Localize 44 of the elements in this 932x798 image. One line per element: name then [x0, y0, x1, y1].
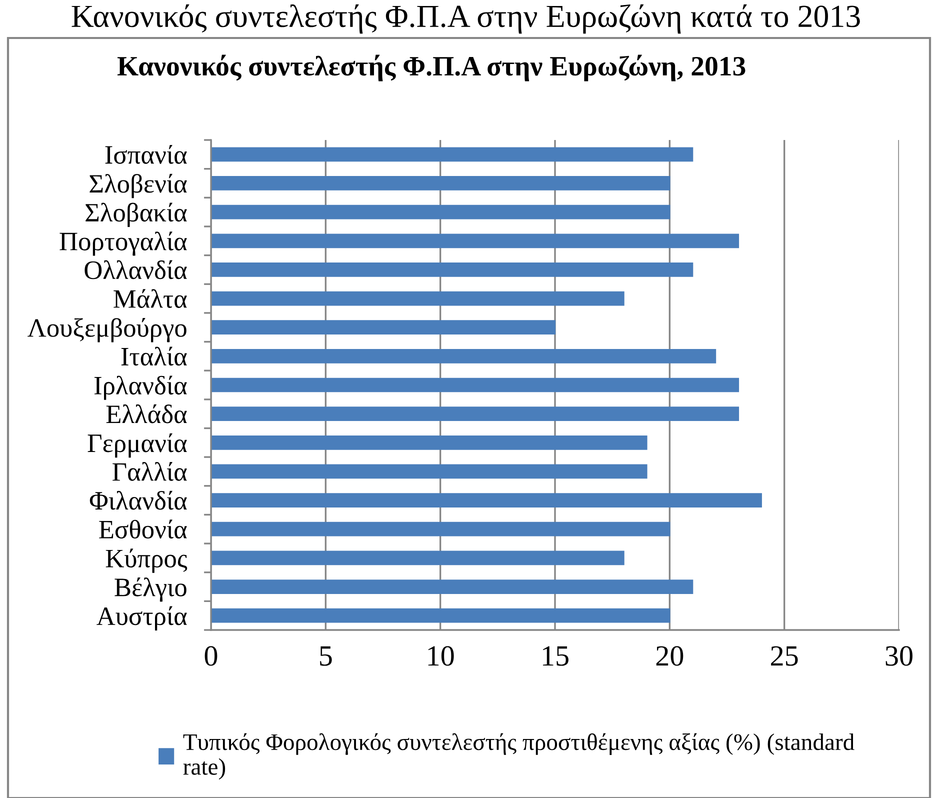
- bar: [211, 348, 716, 364]
- bar: [211, 234, 740, 248]
- bar: [211, 291, 624, 306]
- bar: [211, 550, 624, 566]
- chart-title: Κανονικός συντελεστής Φ.Π.Α στην Ευρωζώνη, 2013: [117, 54, 746, 82]
- bar: [211, 580, 694, 594]
- legend-label: Τυπικός Φορολογικός συντελεστής προστιθέμενης αξίας (%) (standard rate): [183, 733, 854, 780]
- y-tick-label: Ισπανία: [105, 144, 187, 164]
- y-tick-label: Γαλλία: [112, 462, 187, 481]
- x-tick-label: 0: [204, 646, 218, 666]
- bar: [211, 176, 670, 190]
- bar: [211, 493, 762, 508]
- x-tick-label: 10: [428, 646, 454, 666]
- y-tick-label: Ολλανδία: [84, 260, 187, 280]
- y-tick-label: Κύπρος: [106, 548, 188, 573]
- bar: [211, 147, 694, 162]
- x-tick-label: 25: [771, 646, 798, 666]
- y-tick-label: Σλοβενία: [90, 174, 187, 198]
- y-tick-label: Γερμανία: [88, 433, 187, 458]
- bar: [211, 378, 740, 392]
- text: Κανονικός συντελεστής Φ.Π.Α στην Ευρωζώνη κατά το 2013: [72, 4, 860, 34]
- y-tick-label: Μάλτα: [114, 289, 187, 308]
- y-tick-label: Φιλανδία: [90, 490, 187, 510]
- bar: [211, 320, 556, 335]
- x-tick-label: 5: [320, 646, 332, 666]
- y-tick-label: Ιρλανδία: [94, 376, 187, 400]
- y-tick-label: Βέλγιο: [114, 577, 186, 602]
- bar: [211, 204, 670, 220]
- bar: [211, 262, 694, 277]
- bar: [211, 608, 670, 623]
- y-tick-label: Σλοβακία: [86, 202, 187, 227]
- x-tick-label: 15: [542, 646, 568, 666]
- x-tick-label: 30: [886, 646, 912, 666]
- bar: [211, 435, 648, 450]
- x-tick-label: 20: [656, 646, 684, 666]
- y-tick-label: Ιταλία: [121, 346, 187, 366]
- y-tick-label: Αυστρία: [96, 606, 187, 631]
- bar: [211, 464, 648, 479]
- bar: [211, 406, 740, 422]
- y-tick-label: Λουξεμβούργο: [28, 318, 186, 342]
- y-tick-label: Πορτογαλία: [60, 232, 187, 256]
- bar: [211, 522, 670, 536]
- y-tick-label: Εσθονία: [99, 520, 187, 539]
- y-tick-label: Ελλάδα: [106, 404, 187, 424]
